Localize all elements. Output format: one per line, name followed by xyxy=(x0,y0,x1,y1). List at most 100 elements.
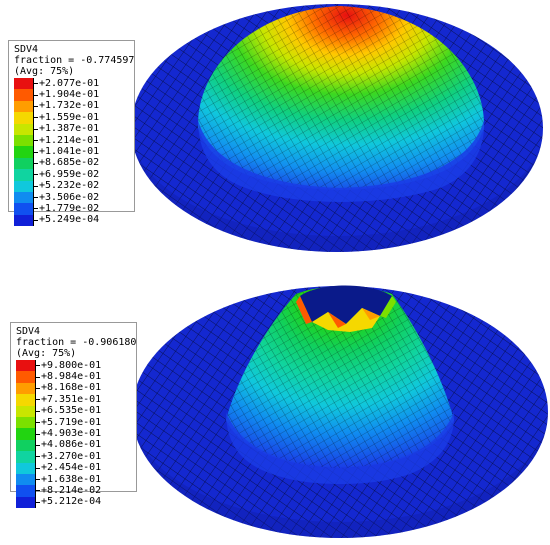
legend-tick xyxy=(36,456,40,458)
legend-value: +1.638e-01 xyxy=(41,473,102,485)
fracture-hole xyxy=(300,285,392,324)
legend-tick xyxy=(34,140,38,142)
legend-swatch xyxy=(14,146,34,158)
legend-row: +5.212e-04 xyxy=(16,496,132,509)
legend-tick xyxy=(36,399,40,401)
legend-value: +6.535e-01 xyxy=(41,405,102,417)
legend-value: +8.214e-02 xyxy=(41,484,102,496)
legend-row: +1.638e-01 xyxy=(16,473,132,486)
legend-swatch xyxy=(16,416,36,429)
legend-value: +1.387e-01 xyxy=(39,123,100,135)
legend-value: +1.779e-02 xyxy=(39,202,100,214)
legend-row: +8.214e-02 xyxy=(16,484,132,497)
legend-tick xyxy=(36,444,40,446)
legend-row: +6.959e-02 xyxy=(14,168,130,181)
legend-value: +5.212e-04 xyxy=(41,496,102,508)
legend-tick xyxy=(34,219,38,221)
legend-swatch xyxy=(14,112,34,124)
legend-tick xyxy=(36,479,40,481)
legend-value: +5.719e-01 xyxy=(41,416,102,428)
legend-tick xyxy=(36,365,40,367)
legend-swatch xyxy=(16,485,36,497)
legend-row: +2.454e-01 xyxy=(16,462,132,474)
legend-tick xyxy=(36,422,40,424)
legend-rows: +9.800e-01 +8.984e-01 +8.168e-01 +7.351e-01… xyxy=(16,359,132,509)
legend-tick xyxy=(36,433,40,435)
legend-value: +8.685e-02 xyxy=(39,157,100,169)
legend-swatch xyxy=(14,169,34,181)
legend-tick xyxy=(36,467,40,469)
legend-swatch xyxy=(14,123,34,135)
legend-value: +5.232e-02 xyxy=(39,180,100,192)
legend-row: +8.984e-01 xyxy=(16,371,132,383)
legend-row: +7.351e-01 xyxy=(16,394,132,406)
legend-value: +3.270e-01 xyxy=(41,450,102,462)
legend-value: +2.077e-01 xyxy=(39,77,100,89)
legend-tick xyxy=(36,376,40,378)
legend-value: +1.904e-01 xyxy=(39,89,100,101)
legend-value: +1.041e-01 xyxy=(39,146,100,158)
legend-value: +8.984e-01 xyxy=(41,371,102,383)
legend-swatch xyxy=(14,78,34,90)
legend-row: +4.086e-01 xyxy=(16,439,132,452)
legend-row: +3.270e-01 xyxy=(16,450,132,463)
legend-value: +1.559e-01 xyxy=(39,111,100,123)
legend-row: +1.387e-01 xyxy=(14,123,130,135)
legend-tick xyxy=(36,410,40,412)
legend-swatch xyxy=(14,180,34,192)
legend-tick xyxy=(34,117,38,119)
legend-row: +1.041e-01 xyxy=(14,146,130,158)
legend-value: +1.732e-01 xyxy=(39,100,100,112)
legend-value: +6.959e-02 xyxy=(39,168,100,180)
legend-row: +5.249e-04 xyxy=(14,214,130,227)
legend-swatch xyxy=(16,371,36,383)
legend-tick xyxy=(34,105,38,107)
legend-tick xyxy=(34,174,38,176)
legend-swatch xyxy=(16,451,36,463)
legend-swatch xyxy=(14,134,34,147)
legend-swatch xyxy=(16,439,36,452)
legend-row: +5.232e-02 xyxy=(14,180,130,192)
legend-value: +9.800e-01 xyxy=(41,359,102,371)
legend-average: (Avg: 75%) xyxy=(16,348,77,359)
legend-value: +5.249e-04 xyxy=(39,214,100,226)
legend-tick xyxy=(36,501,40,503)
deformed-disk-bottom xyxy=(132,285,548,538)
legend-tick xyxy=(36,387,40,389)
legend-row: +1.559e-01 xyxy=(14,111,130,124)
legend-row: +1.732e-01 xyxy=(14,100,130,113)
legend-tick xyxy=(34,208,38,210)
legend-swatch xyxy=(16,496,36,509)
legend-swatch xyxy=(14,191,34,204)
legend-value: +8.168e-01 xyxy=(41,382,102,394)
legend-tick xyxy=(34,162,38,164)
legend-swatch xyxy=(14,100,34,113)
legend-fraction: fraction = -0.906180 xyxy=(16,337,137,348)
legend-average: (Avg: 75%) xyxy=(14,66,75,77)
legend-row: +1.904e-01 xyxy=(14,89,130,101)
legend-tick xyxy=(34,185,38,187)
legend-tick xyxy=(34,128,38,130)
legend-swatch xyxy=(16,382,36,395)
legend-row: +9.800e-01 xyxy=(16,359,132,372)
legend-row: +8.168e-01 xyxy=(16,382,132,395)
legend-swatch xyxy=(14,203,34,215)
legend-value: +4.903e-01 xyxy=(41,428,102,440)
legend-row: +5.719e-01 xyxy=(16,416,132,429)
legend-tick xyxy=(36,490,40,492)
legend-swatch xyxy=(14,89,34,101)
legend-swatch xyxy=(16,360,36,372)
legend-swatch xyxy=(14,214,34,227)
legend-variable: SDV4 xyxy=(14,44,39,55)
legend-bottom: SDV4 fraction = -0.906180 (Avg: 75%) +9.… xyxy=(10,322,137,509)
legend-row: +1.779e-02 xyxy=(14,202,130,215)
legend-swatch xyxy=(16,405,36,417)
legend-tick xyxy=(34,94,38,96)
legend-swatch xyxy=(16,394,36,406)
contour-plot-bottom: SDV4 fraction = -0.906180 (Avg: 75%) +9.… xyxy=(0,272,550,545)
legend-swatch xyxy=(16,473,36,486)
legend-swatch xyxy=(14,157,34,170)
legend-swatch xyxy=(16,462,36,474)
legend-tick xyxy=(34,151,38,153)
legend-rows: +2.077e-01 +1.904e-01 +1.732e-01 +1.559e-01… xyxy=(14,77,130,227)
